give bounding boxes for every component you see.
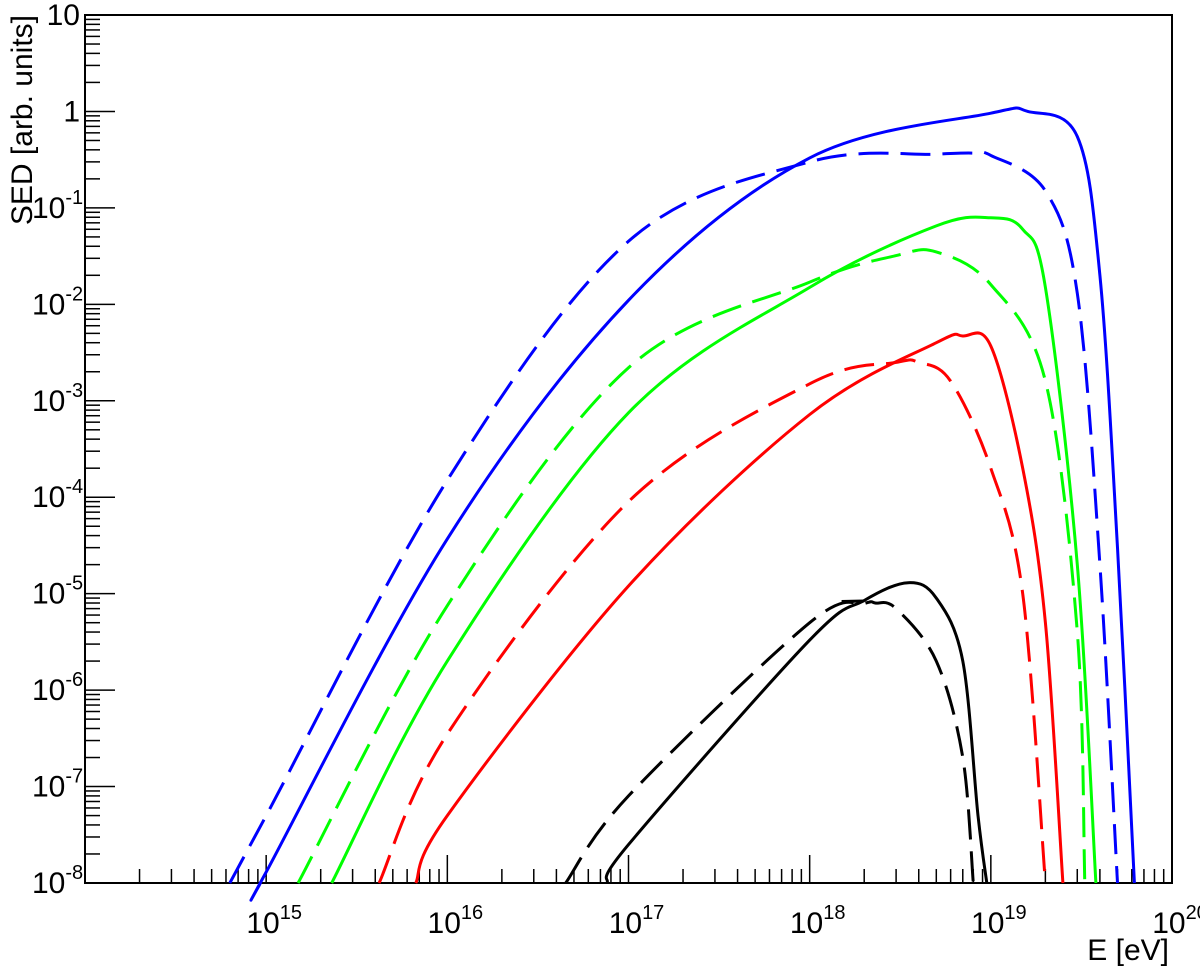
series-line-2 (228, 150, 1119, 884)
x-tick-label: 1017 (609, 902, 665, 940)
y-tick-label: 10-5 (32, 573, 83, 611)
series-line-5 (414, 331, 1065, 884)
y-tick-label: 10-4 (32, 476, 83, 514)
y-tick-label: 1 (63, 95, 80, 128)
y-axis-title: SED [arb. units] (6, 15, 39, 225)
y-tick-label: 10-7 (32, 766, 83, 804)
x-axis-title: E [eV] (1087, 934, 1169, 967)
y-tick-label: 10-2 (32, 283, 83, 321)
axis-ticks (85, 18, 1165, 883)
x-tick-label: 1015 (246, 902, 302, 940)
y-tick-label: 10-8 (32, 862, 83, 900)
tick-labels: 10151016101710181019102010-810-710-610-5… (32, 0, 1200, 940)
x-tick-label: 1019 (971, 902, 1027, 940)
x-tick-label: 1018 (790, 902, 846, 940)
y-tick-label: 10-3 (32, 380, 83, 418)
series-line-8 (564, 600, 975, 884)
series-line-6 (377, 358, 1047, 884)
series-line-3 (330, 215, 1098, 884)
y-tick-label: 10-1 (32, 187, 83, 225)
plot-frame (84, 14, 1173, 884)
y-tick-label: 10 (47, 0, 80, 32)
series-line-7 (604, 581, 989, 884)
series-line-9 (841, 599, 865, 603)
series-line-4 (296, 248, 1087, 884)
series-group (228, 106, 1136, 902)
series-line-1 (249, 106, 1136, 902)
y-tick-label: 10-6 (32, 669, 83, 707)
x-tick-label: 1016 (428, 902, 484, 940)
